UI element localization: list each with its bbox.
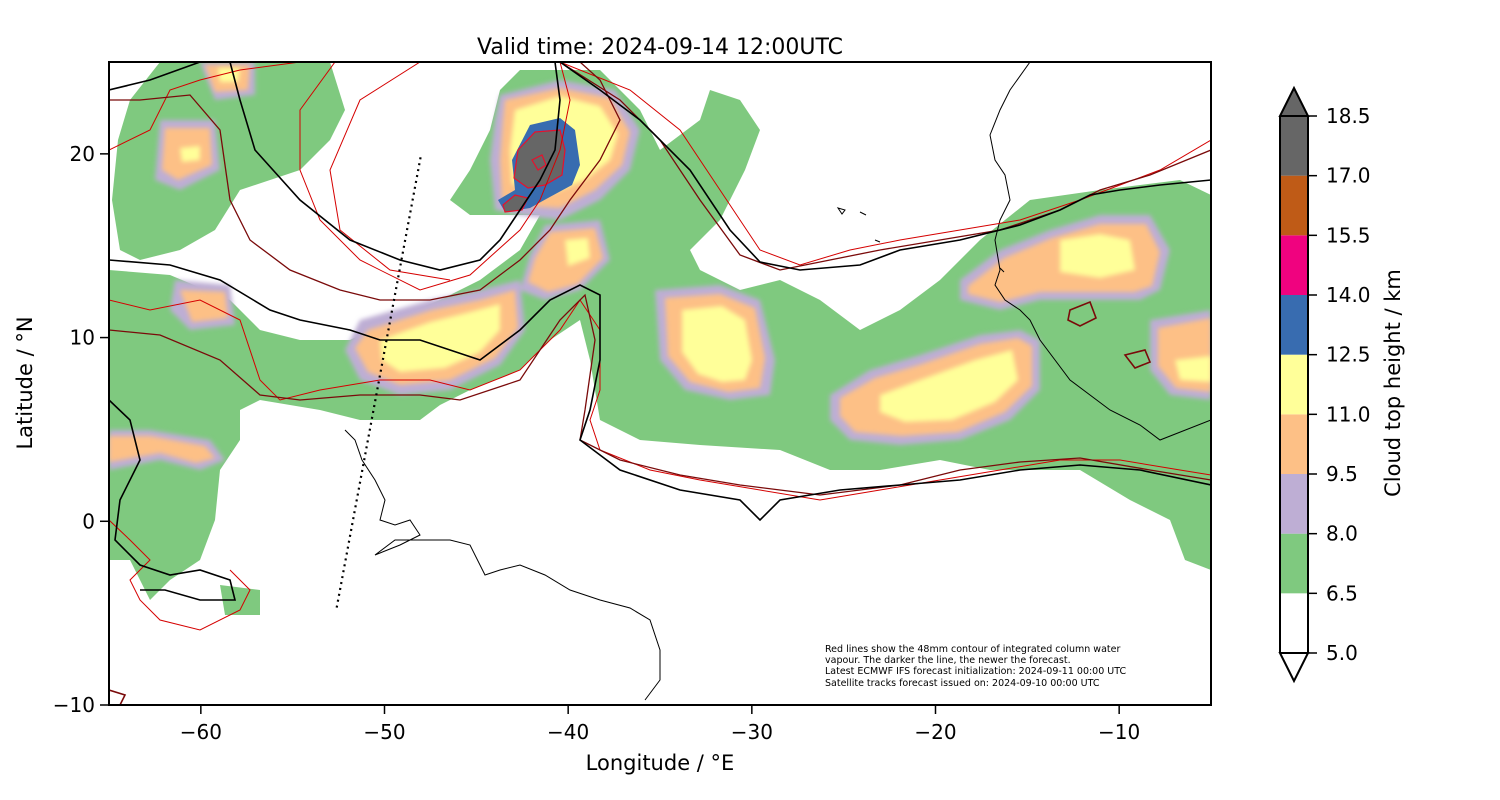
north-america-coast <box>989 62 1211 441</box>
colorbar-tick-label: 8.0 <box>1326 522 1358 546</box>
colorbar-tick-label: 17.0 <box>1326 164 1371 188</box>
iwv-contour-small-loops <box>109 300 1152 705</box>
colorbar-tick-label: 15.5 <box>1326 223 1371 247</box>
cloud-field <box>109 62 1211 615</box>
y-tick-label: −10 <box>53 693 95 717</box>
iwv-contour-black-2 <box>559 62 1211 271</box>
y-tick-label: 20 <box>70 142 95 166</box>
iwv-contour-darkred-3 <box>109 293 1211 496</box>
colorbar-swatch <box>1280 116 1308 176</box>
map-frame <box>108 61 1212 706</box>
iwv-contour-red-4 <box>109 519 251 631</box>
x-tick-label: −30 <box>731 720 773 744</box>
island-coasts <box>836 207 1005 273</box>
iwv-contour-black-3 <box>109 259 1211 522</box>
x-tick-label: −10 <box>1098 720 1140 744</box>
colorbar-tick-label: 18.5 <box>1326 104 1371 128</box>
colorbar-swatch <box>1280 414 1308 474</box>
cloud-fill-yellow <box>180 68 1211 422</box>
satellite-track <box>335 153 423 608</box>
cloud-core-contour <box>502 129 566 213</box>
plot-title: Valid time: 2024-09-14 12:00UTC <box>477 35 843 60</box>
colorbar: 5.0 6.5 8.0 9.5 11.0 12.5 14.0 15.5 17.0 18.5 <box>1278 85 1371 684</box>
colorbar-swatch <box>1280 235 1308 295</box>
colorbar-frame <box>1279 116 1309 653</box>
colorbar-extend-min <box>1278 652 1310 684</box>
colorbar-swatch <box>1280 533 1308 594</box>
note-line-3: Latest ECMWF IFS forecast initialization… <box>825 666 1126 677</box>
y-tick-label: 0 <box>82 509 95 533</box>
iwv-contour-darkred-2 <box>559 62 1211 271</box>
x-axis-label: Longitude / °E <box>586 751 735 775</box>
colorbar-swatch <box>1280 175 1308 236</box>
forecast-note: Red lines show the 48mm contour of integ… <box>825 644 1126 689</box>
note-line-4: Satellite tracks forecast issued on: 202… <box>825 678 1100 689</box>
iwv-contour-black-4 <box>109 399 237 601</box>
colorbar-label: Cloud top height / km <box>1381 269 1405 497</box>
coastlines <box>344 62 1211 701</box>
colorbar-tick-label: 9.5 <box>1326 462 1358 486</box>
iwv-contours <box>109 62 1211 705</box>
colorbar-tick-label: 12.5 <box>1326 343 1371 367</box>
y-tick-label: 10 <box>70 326 95 350</box>
colorbar-tick-label: 6.5 <box>1326 581 1358 605</box>
cloud-fill-orange <box>109 65 1211 463</box>
colorbar-tick-label: 14.0 <box>1326 283 1371 307</box>
colorbar-swatch <box>1280 295 1308 355</box>
colorbar-swatch <box>1280 593 1308 653</box>
colorbar-tick-label: 11.0 <box>1326 402 1371 426</box>
y-axis: −10 0 10 20 <box>53 142 109 717</box>
x-tick-label: −50 <box>363 720 405 744</box>
map-panel: Red lines show the 48mm contour of integ… <box>109 62 1211 705</box>
x-axis: −60 −50 −40 −30 −20 −10 <box>180 705 1140 744</box>
colorbar-swatch <box>1280 354 1308 415</box>
note-line-1: Red lines show the 48mm contour of integ… <box>825 644 1120 655</box>
south-america-coast <box>344 429 661 701</box>
note-line-2: vapour. The darker the line, the newer t… <box>825 655 1071 666</box>
iwv-contour-red-2 <box>559 62 1211 266</box>
colorbar-swatch <box>1280 474 1308 534</box>
iwv-contour-black-1 <box>109 62 561 271</box>
iwv-contour-darkred-1 <box>109 62 621 301</box>
iwv-contour-red-1 <box>109 62 571 291</box>
x-tick-label: −20 <box>914 720 956 744</box>
x-tick-label: −60 <box>180 720 222 744</box>
colorbar-tick-label: 5.0 <box>1326 641 1358 665</box>
x-tick-label: −40 <box>547 720 589 744</box>
y-axis-label: Latitude / °N <box>13 316 37 449</box>
colorbar-extend-max <box>1278 85 1310 117</box>
